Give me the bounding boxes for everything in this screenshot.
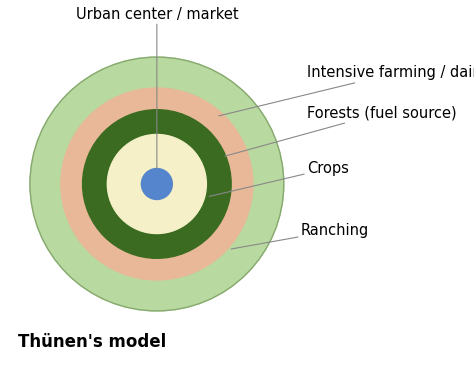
Circle shape xyxy=(30,57,284,311)
Text: Forests (fuel source): Forests (fuel source) xyxy=(225,105,456,156)
Circle shape xyxy=(107,134,206,234)
Text: Ranching: Ranching xyxy=(231,223,369,249)
Circle shape xyxy=(141,169,173,199)
Circle shape xyxy=(82,110,231,258)
Text: Crops: Crops xyxy=(210,161,349,197)
Circle shape xyxy=(61,88,253,280)
Text: Urban center / market: Urban center / market xyxy=(75,7,238,169)
Text: Thünen's model: Thünen's model xyxy=(18,333,166,351)
Text: Intensive farming / dairy: Intensive farming / dairy xyxy=(219,65,474,116)
